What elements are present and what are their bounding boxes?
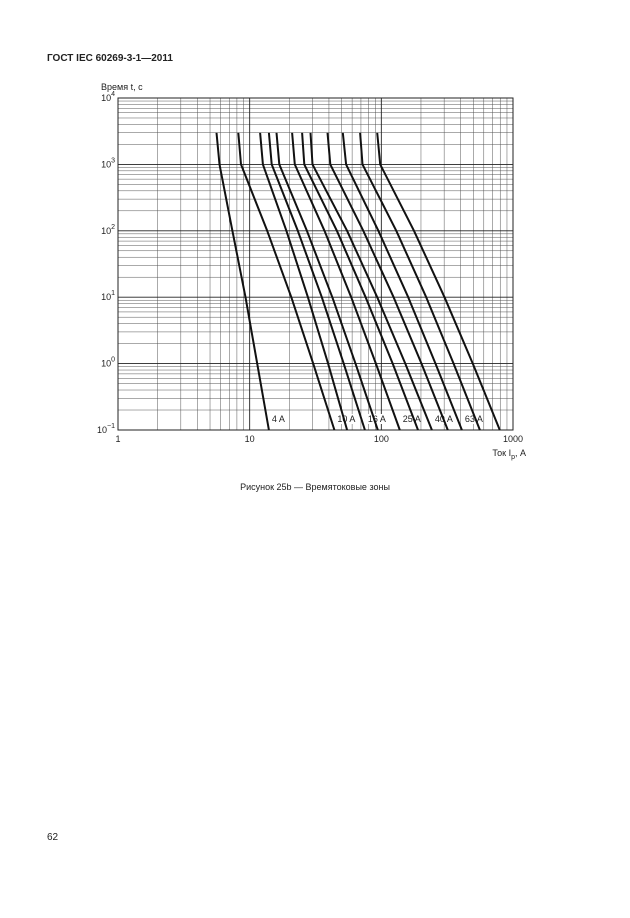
curve-label: 63 A [465,414,483,424]
curve-label: 4 A [272,414,285,424]
x-tick-label: 10 [245,434,255,444]
y-tick-label: 100 [101,357,115,369]
x-axis-label-text: Ток I [492,448,511,458]
y-tick-label: 104 [101,91,115,103]
x-tick-label: 1 [115,434,120,444]
x-axis-label: Ток Ip, А [492,448,526,461]
y-tick-label: 101 [101,290,115,302]
y-axis-label: Время t, с [101,82,143,92]
curve-label: 25 A [403,414,421,424]
y-tick-label: 102 [101,224,115,236]
y-tick-base: 10 [101,292,111,302]
plot-frame [117,97,514,431]
zone-curve [275,132,379,431]
x-tick-label: 1000 [503,434,523,444]
y-tick-exponent: −1 [107,423,115,430]
zone-curve [301,132,419,431]
curve-label-background [463,414,482,424]
x-tick-label: 100 [374,434,389,444]
curve-label-background [401,414,420,424]
x-axis-label-unit: , А [515,448,526,458]
y-tick-exponent: 0 [111,357,115,364]
zone-curve [341,132,463,431]
y-tick-base: 10 [101,159,111,169]
zone-curve [215,132,270,431]
zone-curve [291,132,401,431]
y-tick-label: 10−1 [97,423,115,435]
curve-label: 10 A [337,414,355,424]
page-number: 62 [47,832,59,843]
y-tick-base: 10 [101,226,111,236]
y-tick-label: 103 [101,157,115,169]
curve-label-background [336,414,355,424]
zone-curve [309,132,433,431]
header-title: ГОСТ IEC 60269-3-1—2011 [47,53,173,64]
x-axis-label-sub: p [511,454,515,461]
zone-curve [237,132,336,431]
zone-curve [326,132,449,431]
y-tick-exponent: 2 [111,224,115,231]
zone-curve [267,132,366,431]
zone-curve [259,132,349,431]
zone-curve [359,132,481,431]
curve-label: 16 A [368,414,386,424]
y-tick-exponent: 1 [111,290,115,297]
y-tick-base: 10 [101,359,111,369]
curve-label-background [366,414,385,424]
y-tick-exponent: 4 [111,91,115,98]
curve-label-background [270,414,289,424]
y-tick-base: 10 [97,425,107,435]
y-tick-base: 10 [101,93,111,103]
zone-curve [376,132,501,431]
y-tick-exponent: 3 [111,157,115,164]
caption: Рисунок 25b — Времятоковые зоны [240,482,390,492]
